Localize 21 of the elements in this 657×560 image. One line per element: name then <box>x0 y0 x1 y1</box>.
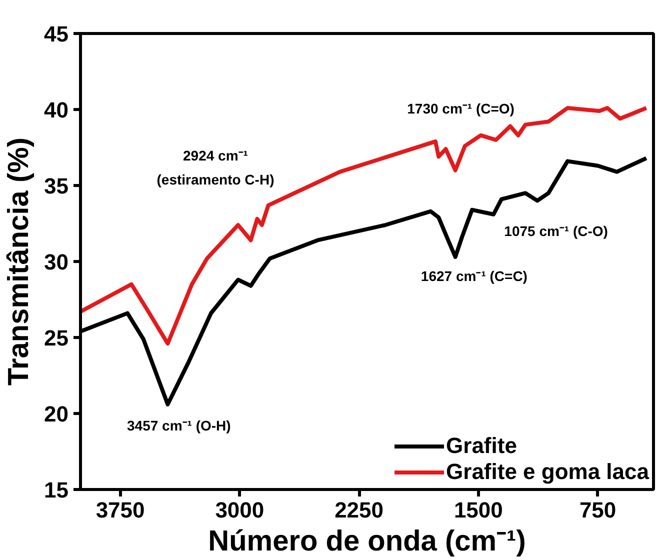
y-axis-title: Transmitância (%) <box>3 137 36 386</box>
x-tick-label: 3000 <box>215 498 264 522</box>
x-tick-label: 1500 <box>454 498 503 522</box>
y-tick-label: 25 <box>44 326 69 350</box>
x-tick-label: 750 <box>579 498 616 522</box>
annotation: 1627 cm⁻¹ (C=C) <box>420 268 528 284</box>
y-tick-label: 45 <box>44 22 69 46</box>
annotation: 2924 cm⁻¹ (estiramento C-H) <box>156 148 274 188</box>
y-tick-label: 15 <box>44 478 69 502</box>
legend-label: Grafite e goma laca <box>446 459 649 485</box>
annotation: 3457 cm⁻¹ (O-H) <box>127 417 231 434</box>
annotation: 1730 cm⁻¹ (C=O) <box>407 100 514 116</box>
y-tick-label: 20 <box>44 402 69 426</box>
annotation: 1075 cm⁻¹ (C-O) <box>504 223 608 240</box>
y-tick-label: 30 <box>44 250 69 274</box>
y-tick-label: 35 <box>44 174 69 198</box>
legend-label: Grafite <box>446 433 517 459</box>
x-axis-title: Número de onda (cm⁻¹) <box>208 526 526 558</box>
x-tick-label: 3750 <box>96 498 145 522</box>
x-tick-label: 2250 <box>334 498 384 522</box>
y-tick-label: 40 <box>44 98 69 122</box>
